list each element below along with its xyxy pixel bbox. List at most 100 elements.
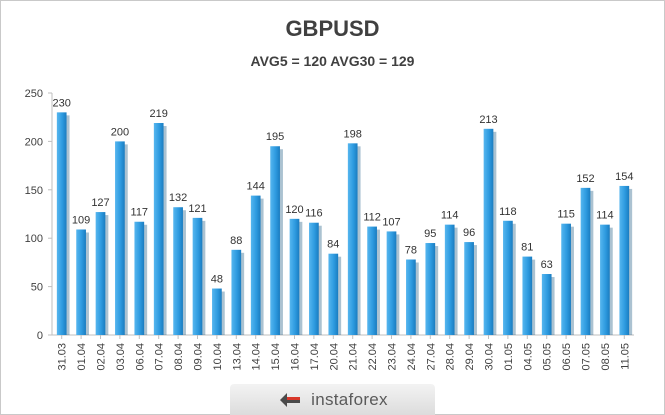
bar [328,253,339,335]
bar [309,222,319,335]
data-label: 213 [479,114,497,126]
data-label: 63 [541,259,553,271]
x-tick-label: 03.04 [115,343,127,371]
x-tick-label: 17.04 [309,343,321,371]
x-tick-label: 14.04 [251,343,263,371]
x-tick-label: 04.05 [522,343,534,371]
x-tick-label: 09.04 [193,343,205,371]
bar [95,212,106,335]
data-label: 112 [363,212,381,224]
x-tick-label: 06.05 [561,343,573,371]
x-tick-label: 07.04 [154,343,166,371]
data-label: 127 [91,197,109,209]
data-label: 117 [131,207,149,219]
data-label: 84 [327,239,339,251]
bar [347,143,358,335]
x-tick-label: 07.05 [581,343,593,371]
bar [483,128,494,335]
x-tick-label: 01.04 [76,343,88,371]
instaforex-logo-icon [277,389,303,411]
x-tick-label: 27.04 [425,343,437,371]
data-label: 107 [382,216,400,228]
data-label: 88 [230,235,242,247]
bar [212,288,222,335]
x-tick-label: 01.05 [503,343,515,371]
y-tick-label: 200 [25,136,43,148]
watermark-text: instaforex [311,389,388,409]
x-axis: 31.03 01.04 02.04 03.04 06.04 07.04 08.04 09.04… [57,335,631,371]
x-tick-label: 08.05 [600,343,612,371]
data-label: 114 [596,210,614,222]
watermark-banner: instaforex [230,384,435,415]
bar [503,220,513,335]
bar [115,141,125,335]
x-tick-label: 30.04 [484,343,496,371]
bar [56,112,67,335]
x-tick-label: 16.04 [290,343,302,371]
x-tick-label: 11.05 [619,343,631,370]
bar [619,185,630,335]
x-tick-label: 28.04 [445,343,457,371]
y-axis: 0 50 100 150 200 250 [25,88,634,342]
x-tick-label: 06.04 [134,343,146,371]
data-label: 200 [111,126,129,138]
data-label: 198 [344,128,362,140]
data-label: 96 [463,227,475,239]
x-tick-label: 24.04 [406,343,418,371]
data-label: 114 [441,210,459,222]
bar [522,256,533,335]
chart-title: GBPUSD [285,16,380,41]
bar [231,249,242,335]
data-label: 121 [188,203,206,215]
data-label: 48 [211,274,223,286]
data-label: 132 [169,192,187,204]
data-label: 219 [150,108,168,120]
data-label: 95 [424,228,436,240]
data-label: 154 [615,171,633,183]
bar [173,207,183,335]
x-tick-label: 13.04 [231,343,243,371]
bar [270,146,280,335]
data-label: 81 [521,242,533,254]
bar [561,223,571,335]
data-label: 144 [247,181,265,193]
data-label: 109 [72,214,90,226]
data-label: 116 [305,208,323,220]
bar [580,187,591,335]
x-tick-label: 05.05 [542,343,554,371]
x-tick-label: 21.04 [348,343,360,371]
bar [425,243,436,335]
y-tick-label: 150 [25,185,43,197]
bar [289,218,300,335]
y-tick-label: 50 [31,282,43,294]
bar [192,217,203,335]
bar [134,221,145,335]
x-tick-label: 20.04 [328,343,340,371]
data-label: 118 [499,206,517,218]
data-label: 230 [53,97,71,109]
bar [541,274,552,335]
x-tick-label: 10.04 [212,343,224,371]
bar [386,231,397,335]
bar [600,224,610,335]
data-label: 78 [405,244,417,256]
x-tick-label: 29.04 [464,343,476,371]
bar [406,259,416,335]
bar [444,224,455,335]
y-tick-label: 250 [25,88,43,100]
bar [250,195,261,335]
bar [464,242,474,335]
x-tick-label: 23.04 [387,343,399,371]
data-label: 115 [557,209,575,221]
data-label: 120 [285,204,303,216]
x-tick-label: 22.04 [367,343,379,371]
y-tick-label: 0 [37,330,43,342]
bar [76,229,86,335]
chart-subtitle: AVG5 = 120 AVG30 = 129 [250,53,415,69]
data-label: 152 [576,173,594,185]
bar [153,123,164,336]
x-tick-label: 02.04 [96,343,108,371]
